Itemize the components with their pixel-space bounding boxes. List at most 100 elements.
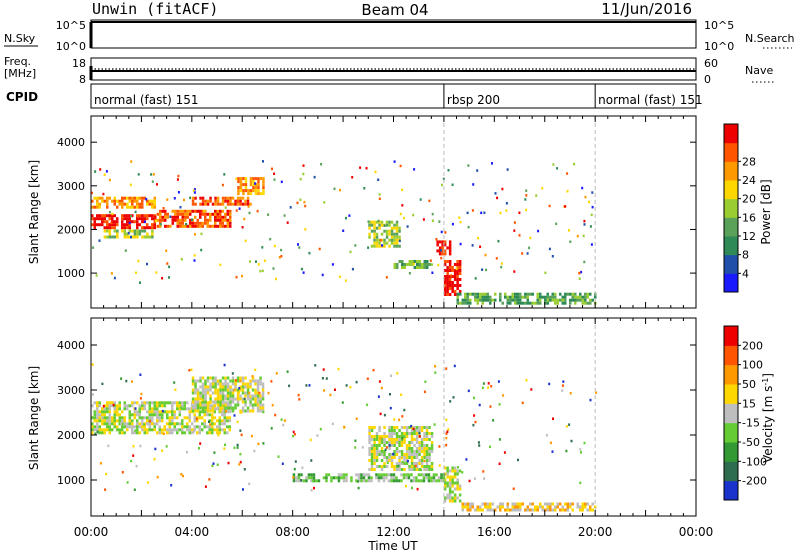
data-cell — [415, 479, 418, 483]
data-cell — [536, 295, 539, 299]
data-cell — [359, 166, 362, 169]
data-cell — [448, 490, 452, 494]
data-cell — [151, 214, 154, 218]
data-cell — [173, 401, 176, 405]
data-cell — [186, 450, 188, 454]
colorbar-segment — [724, 236, 738, 256]
data-cell — [256, 391, 260, 395]
data-cell — [400, 450, 404, 453]
data-cell — [403, 438, 406, 441]
data-cell — [566, 508, 569, 512]
data-cell — [453, 293, 457, 296]
data-cell — [176, 404, 179, 408]
data-cell — [273, 244, 276, 248]
data-cell — [370, 426, 374, 429]
data-cell — [377, 395, 380, 398]
data-cell — [401, 415, 404, 418]
data-cell — [166, 413, 169, 417]
data-cell — [191, 218, 193, 221]
data-cell — [443, 487, 447, 491]
data-cell — [360, 476, 363, 480]
data-cell — [219, 385, 222, 389]
power-ylabel: Slant Range [km] — [27, 160, 41, 264]
data-cell — [131, 428, 134, 432]
data-cell — [345, 476, 348, 480]
data-cell — [393, 266, 396, 269]
data-cell — [219, 388, 222, 392]
data-cell — [123, 223, 126, 227]
data-cell — [244, 376, 247, 380]
data-cell — [448, 478, 452, 482]
data-cell — [138, 425, 141, 429]
data-cell — [241, 274, 243, 278]
data-cell — [191, 409, 195, 413]
data-cell — [211, 391, 215, 395]
data-cell — [442, 177, 445, 181]
data-cell — [146, 223, 149, 227]
data-cell — [370, 468, 374, 471]
data-cell — [474, 277, 477, 280]
data-cell — [226, 218, 229, 222]
data-cell — [410, 453, 414, 456]
data-cell — [405, 429, 409, 432]
time-tick-label: 08:00 — [275, 525, 310, 539]
data-cell — [98, 404, 101, 408]
data-cell — [395, 244, 399, 248]
data-cell — [151, 226, 154, 230]
data-cell — [164, 218, 167, 222]
data-cell — [366, 377, 369, 380]
data-cell — [313, 486, 315, 490]
data-cell — [176, 422, 179, 426]
data-cell — [176, 401, 179, 405]
data-cell — [221, 376, 225, 380]
data-cell — [226, 431, 229, 435]
data-cell — [472, 183, 475, 186]
data-cell — [231, 391, 235, 395]
data-cell — [96, 401, 99, 405]
data-cell — [103, 428, 106, 432]
data-cell — [166, 416, 169, 420]
cpid-segment-label: normal (fast) 151 — [598, 93, 702, 107]
data-cell — [239, 452, 242, 456]
colorbar-tick-label: 8 — [742, 249, 749, 262]
data-cell — [385, 473, 388, 477]
data-cell — [181, 224, 184, 228]
data-cell — [226, 224, 229, 228]
data-cell — [148, 407, 151, 411]
data-cell — [481, 301, 484, 305]
data-cell — [118, 199, 121, 203]
data-cell — [362, 479, 366, 483]
data-cell — [211, 406, 215, 410]
data-cell — [201, 202, 205, 206]
cpid-segment-label: normal (fast) 151 — [94, 93, 198, 107]
y-tick-label: 2000 — [57, 429, 85, 442]
data-cell — [196, 397, 200, 401]
data-cell — [552, 417, 554, 420]
data-cell — [217, 434, 220, 437]
data-cell — [143, 423, 146, 426]
data-cell — [221, 394, 225, 398]
data-cell — [373, 468, 376, 471]
data-cell — [494, 192, 497, 195]
data-cell — [413, 465, 416, 468]
data-cell — [126, 220, 129, 224]
data-cell — [441, 252, 444, 256]
data-cell — [275, 277, 277, 281]
data-cell — [427, 476, 431, 480]
data-cell — [151, 422, 154, 426]
data-cell — [476, 295, 479, 299]
data-cell — [153, 214, 156, 218]
data-cell — [181, 419, 184, 423]
data-cell — [428, 263, 431, 266]
data-cell — [259, 269, 262, 273]
data-cell — [136, 428, 139, 432]
data-cell — [146, 419, 149, 423]
data-cell — [249, 395, 252, 398]
data-cell — [133, 232, 137, 236]
data-cell — [133, 401, 136, 405]
colorbar-tick-label: 50 — [742, 378, 756, 391]
data-cell — [295, 479, 298, 483]
data-cell — [247, 205, 250, 208]
